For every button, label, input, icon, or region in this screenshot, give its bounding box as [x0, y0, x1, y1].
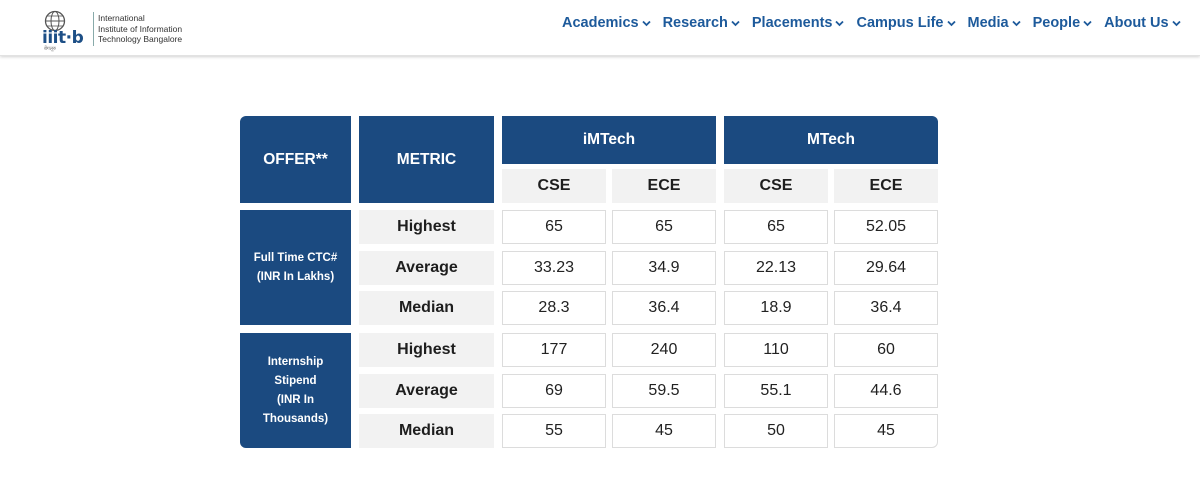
section-label-line: (INR In Lakhs)	[256, 270, 335, 283]
value-cell: 240	[612, 333, 716, 367]
value-cell: 18.9	[724, 291, 828, 325]
section-label-line: Full Time CTC#	[253, 251, 338, 264]
chevron-down-icon	[946, 20, 956, 26]
value-cell: 33.23	[502, 251, 606, 285]
section-label: Full Time CTC# (INR In Lakhs)	[240, 210, 351, 325]
logo-subtext: बेंगलूरु	[44, 46, 57, 52]
chevron-down-icon	[835, 20, 845, 26]
value-cell: 52.05	[834, 210, 938, 244]
value-cell: 36.4	[834, 291, 938, 325]
value-cell: 34.9	[612, 251, 716, 285]
logo-text-line: Technology Bangalore	[98, 34, 183, 44]
value-cell: 36.4	[612, 291, 716, 325]
nav-item-about-us[interactable]: About Us	[1104, 13, 1181, 33]
value-cell: 60	[834, 333, 938, 367]
value-cell: 110	[724, 333, 828, 367]
section-label-line: Thousands)	[262, 412, 329, 425]
nav-item-label: People	[1032, 15, 1081, 31]
nav-item-label: Academics	[562, 15, 639, 31]
metric-cell: Highest	[359, 333, 494, 367]
site-header: iiit·b बेंगलूरु International Institute …	[0, 0, 1200, 56]
metric-cell: Median	[359, 414, 494, 448]
nav-item-label: Media	[967, 15, 1009, 31]
branch-header: CSE	[724, 169, 828, 203]
logo-text-line: Institute of Information	[98, 23, 183, 34]
branch-header: CSE	[502, 169, 606, 203]
value-cell: 65	[612, 210, 716, 244]
value-cell: 69	[502, 374, 606, 408]
logo-institute-name: International Institute of Information T…	[98, 13, 182, 45]
metric-cell: Highest	[359, 210, 494, 244]
nav-item-academics[interactable]: Academics	[562, 13, 651, 33]
nav-item-label: Research	[662, 15, 728, 31]
nav-item-placements[interactable]: Placements	[752, 13, 845, 33]
globe-icon	[44, 10, 66, 32]
nav-item-people[interactable]: People	[1033, 13, 1093, 33]
chevron-down-icon	[1171, 20, 1181, 26]
value-cell: 65	[724, 210, 828, 244]
metric-cell: Median	[359, 291, 494, 325]
program-header-imtech: iMTech	[502, 116, 716, 164]
value-cell: 44.6	[834, 374, 938, 408]
metric-cell: Average	[359, 251, 494, 285]
metric-header: METRIC	[359, 116, 494, 203]
logo-text-line: International	[98, 13, 145, 23]
value-cell: 45	[612, 414, 716, 448]
chevron-down-icon	[1011, 20, 1021, 26]
branch-header: ECE	[834, 169, 938, 203]
value-cell: 28.3	[502, 291, 606, 325]
value-cell: 55	[502, 414, 606, 448]
value-cell: 22.13	[724, 251, 828, 285]
offer-header: OFFER**	[240, 116, 351, 203]
nav-item-research[interactable]: Research	[663, 13, 740, 33]
value-cell: 177	[502, 333, 606, 367]
logo-mark: iiit·b	[42, 28, 84, 48]
nav-item-label: Placements	[751, 15, 833, 31]
value-cell: 55.1	[724, 374, 828, 408]
nav-item-label: Campus Life	[856, 15, 944, 31]
section-label-line: Internship	[267, 355, 324, 368]
value-cell: 50	[724, 414, 828, 448]
branch-header: ECE	[612, 169, 716, 203]
value-cell: 59.5	[612, 374, 716, 408]
value-cell: 29.64	[834, 251, 938, 285]
section-label-line: Stipend	[274, 374, 317, 387]
nav-item-campus-life[interactable]: Campus Life	[856, 13, 956, 33]
main-nav: Academics Research Placements Campus Life Me…	[562, 13, 1193, 33]
section-label-line: (INR In	[276, 393, 315, 406]
value-cell: 65	[502, 210, 606, 244]
nav-item-label: About Us	[1104, 15, 1169, 31]
program-header-mtech: MTech	[724, 116, 938, 164]
iiitb-logo[interactable]: iiit·b बेंगलूरु International Institute …	[42, 10, 192, 52]
chevron-down-icon	[731, 20, 740, 26]
nav-item-media[interactable]: Media	[968, 13, 1021, 33]
chevron-down-icon	[1083, 20, 1092, 26]
logo-divider	[93, 12, 94, 46]
metric-cell: Average	[359, 374, 494, 408]
chevron-down-icon	[641, 20, 651, 26]
value-cell: 45	[834, 414, 938, 448]
section-label: Internship Stipend (INR In Thousands)	[240, 333, 351, 448]
